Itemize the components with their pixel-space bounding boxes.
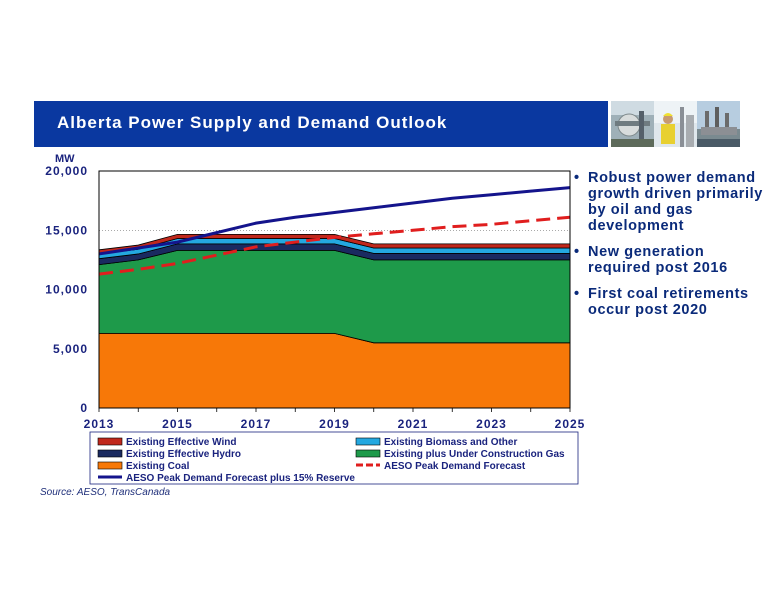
bullet-coal-retirements: • First coal retirements occur post 2020 <box>574 286 764 318</box>
industrial-plant-photo <box>611 101 654 147</box>
bullet-marker: • <box>574 244 580 260</box>
y-axis-unit: MW <box>55 153 75 165</box>
legend-swatch <box>355 449 381 458</box>
legend-swatch <box>355 437 381 446</box>
x-tick-label: 2019 <box>319 417 350 431</box>
line-aeso-peak-demand-forecast-plus-15-reserve <box>98 186 571 256</box>
area-existing-coal <box>98 332 571 409</box>
bullet-text: First coal retirements occur post 2020 <box>588 286 749 318</box>
x-tick-label: 2017 <box>241 417 272 431</box>
legend-label: Existing plus Under Construction Gas <box>384 449 565 460</box>
page-title: Alberta Power Supply and Demand Outlook <box>57 113 448 132</box>
legend-swatch <box>97 449 123 458</box>
x-tick-label: 2015 <box>162 417 193 431</box>
legend-swatch <box>97 437 123 446</box>
legend-label: Existing Biomass and Other <box>384 437 517 448</box>
legend-label: AESO Peak Demand Forecast <box>384 461 526 472</box>
bullet-marker: • <box>574 286 580 302</box>
x-tick-label: 2021 <box>398 417 429 431</box>
legend-box <box>89 431 579 485</box>
y-tick-label: 20,000 <box>45 164 88 178</box>
worker-photo <box>654 101 697 147</box>
legend-swatch <box>97 461 123 470</box>
title-bar: Alberta Power Supply and Demand Outlook <box>34 101 608 147</box>
legend: Existing Effective Wind Existing Biomass … <box>89 431 579 485</box>
key-points: • Robust power demand growth driven prim… <box>574 170 764 328</box>
bullet-new-generation: • New generation required post 2016 <box>574 244 764 276</box>
legend-label: AESO Peak Demand Forecast plus 15% Reser… <box>126 473 355 484</box>
y-tick-label: 15,000 <box>45 223 88 237</box>
y-tick-label: 0 <box>80 401 88 415</box>
bullet-demand-growth: • Robust power demand growth driven prim… <box>574 170 764 234</box>
x-tick-label: 2023 <box>476 417 507 431</box>
legend-label: Existing Effective Wind <box>126 437 236 448</box>
y-tick-label: 10,000 <box>45 283 88 297</box>
legend-label: Existing Coal <box>126 461 190 472</box>
bullet-text: New generation required post 2016 <box>588 244 728 276</box>
y-tick-label: 5,000 <box>53 342 88 356</box>
bullet-text: Robust power demand growth driven primar… <box>588 170 763 234</box>
x-tick-label: 2025 <box>555 417 586 431</box>
legend-label: Existing Effective Hydro <box>126 449 241 460</box>
bullet-marker: • <box>574 170 580 186</box>
source-note: Source: AESO, TransCanada <box>40 487 171 498</box>
line-aeso-peak-demand-forecast <box>98 215 571 276</box>
power-plant-photo <box>697 101 740 147</box>
x-tick-label: 2013 <box>84 417 115 431</box>
